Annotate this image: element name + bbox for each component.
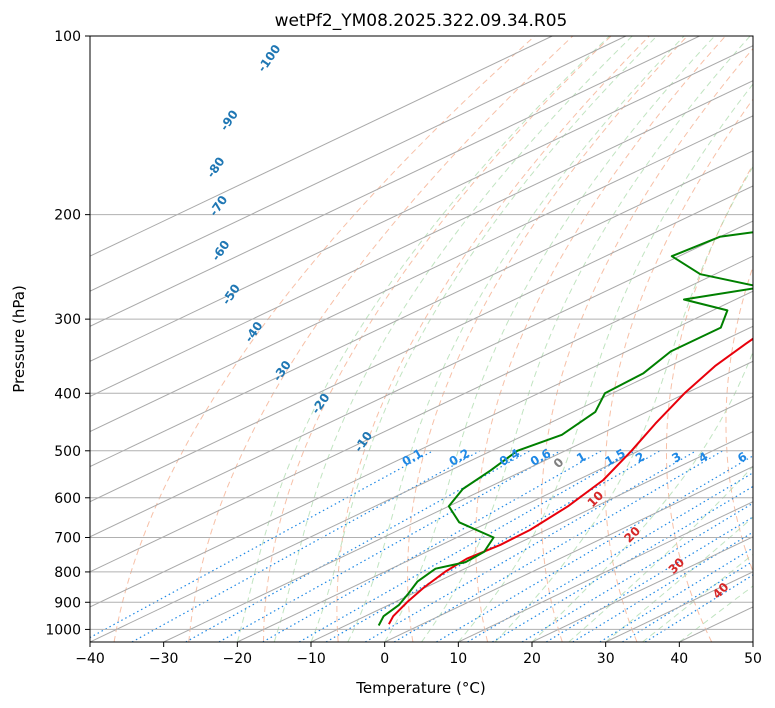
x-tick-label: 50 xyxy=(744,651,762,667)
y-tick-label: 200 xyxy=(54,208,81,224)
x-tick-label: 10 xyxy=(449,651,467,667)
skewt-chart: wetPf2_YM08.2025.322.09.34.R05 0.1 0.2 0.4… xyxy=(0,0,775,708)
x-tick-label: −40 xyxy=(75,651,105,667)
y-tick-label: 400 xyxy=(54,386,81,402)
x-tick-label: 40 xyxy=(670,651,688,667)
y-axis: 100 200 300 400 500 600 700 800 900 1000 xyxy=(45,29,90,638)
y-tick-label: 100 xyxy=(54,29,81,45)
x-tick-label: −10 xyxy=(296,651,326,667)
chart-title: wetPf2_YM08.2025.322.09.34.R05 xyxy=(275,11,568,31)
y-tick-label: 700 xyxy=(54,531,81,547)
isotherm-line xyxy=(753,36,775,642)
y-tick-label: 500 xyxy=(54,444,81,460)
x-tick-label: 30 xyxy=(597,651,615,667)
x-tick-label: 0 xyxy=(380,651,389,667)
x-axis: −40 −30 −20 −10 0 10 20 30 40 50 xyxy=(75,642,762,667)
x-tick-label: −20 xyxy=(223,651,253,667)
y-tick-label: 1000 xyxy=(45,622,81,638)
x-axis-title: Temperature (°C) xyxy=(355,679,485,697)
x-tick-label: 20 xyxy=(523,651,541,667)
x-tick-label: −30 xyxy=(149,651,179,667)
y-tick-label: 800 xyxy=(54,565,81,581)
y-tick-label: 900 xyxy=(54,595,81,611)
y-axis-title: Pressure (hPa) xyxy=(10,285,28,393)
y-tick-label: 300 xyxy=(54,312,81,328)
y-tick-label: 600 xyxy=(54,491,81,507)
